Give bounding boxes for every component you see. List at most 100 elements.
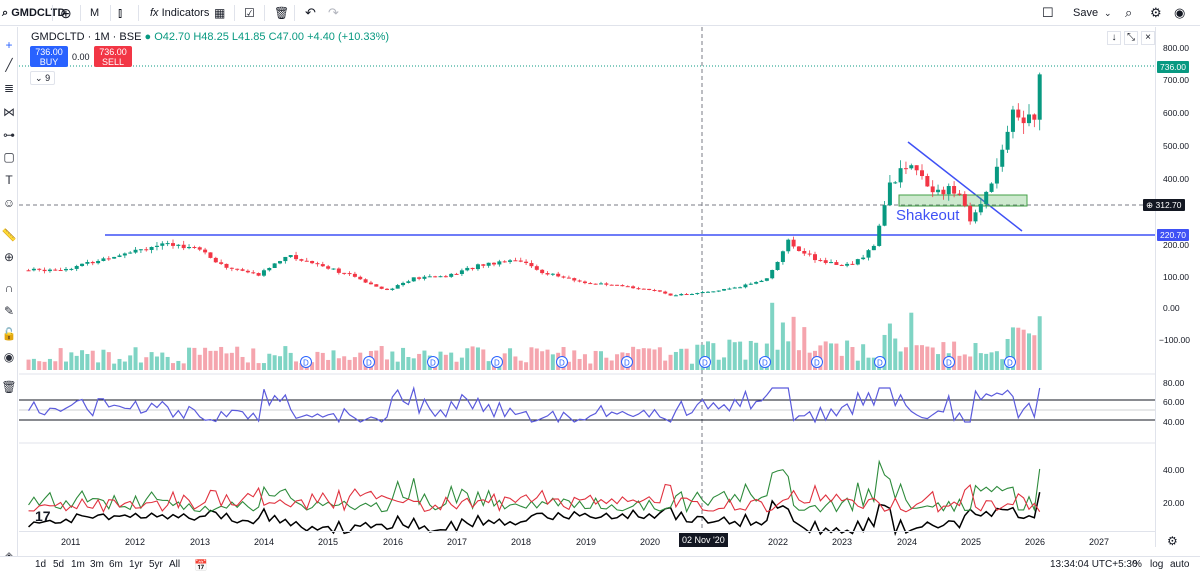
volume-bar	[181, 363, 186, 370]
remove-tool[interactable]: 🗑	[1, 379, 17, 395]
volume-bar	[973, 343, 978, 370]
layout-button[interactable]: ☐	[1042, 4, 1054, 22]
volume-bar	[1027, 333, 1031, 370]
quick-search-button[interactable]: ⌕	[1125, 4, 1132, 22]
candle-body	[459, 270, 464, 275]
fib-tool[interactable]: ≣	[1, 80, 17, 96]
range-1m[interactable]: 1m	[71, 559, 85, 570]
range-5yr[interactable]: 5yr	[149, 559, 163, 570]
trendline-tool[interactable]: ╱	[1, 57, 17, 73]
save-dropdown-button[interactable]: ⌄	[1104, 4, 1112, 22]
clock-label[interactable]: 13:34:04 UTC+5:30	[1050, 559, 1138, 570]
range-all[interactable]: All	[169, 559, 181, 570]
candle-body	[962, 194, 967, 206]
chart-pane[interactable]: D D D D D D D D D D D D Shakeout 17 ↓ ⤡ ×	[19, 27, 1155, 547]
indicators-button[interactable]: fx Indicators	[150, 4, 209, 22]
collapse-pane-button[interactable]: ⤡	[1124, 31, 1138, 45]
shakeout-label[interactable]: Shakeout	[896, 207, 960, 224]
candle-body	[663, 291, 668, 294]
candle-body	[1016, 109, 1021, 118]
range-1yr[interactable]: 1yr	[129, 559, 143, 570]
zoom-in-tool[interactable]: ⊕	[1, 249, 17, 265]
fib-icon: ≣	[3, 81, 15, 95]
buy-button[interactable]: 736.00 BUY	[30, 46, 68, 67]
dividend-marker-label: D	[814, 359, 820, 368]
log-toggle[interactable]: log	[1150, 559, 1164, 570]
candle-body	[497, 261, 502, 265]
volume-bar	[454, 361, 459, 370]
compare-symbol-button[interactable]: ⊕	[60, 4, 72, 22]
candle-body	[427, 276, 432, 278]
candle-body	[106, 258, 111, 260]
volume-bar	[310, 362, 315, 370]
trendline-drawing[interactable]	[907, 141, 1023, 232]
save-button[interactable]: Save	[1073, 7, 1099, 19]
volume-bar	[74, 355, 79, 370]
pattern-tool[interactable]: ⋈	[1, 104, 17, 120]
candle-body	[534, 266, 539, 270]
volume-bar	[320, 352, 325, 370]
lock-tool[interactable]: 🔓	[1, 326, 17, 342]
candle-body	[679, 294, 684, 296]
magnet-tool[interactable]: ∩	[1, 280, 17, 296]
close-pane-button[interactable]: ×	[1141, 31, 1155, 45]
shapes-icon: ▢	[3, 150, 15, 164]
templates-button[interactable]: ▦	[214, 4, 225, 22]
candle-body	[1032, 114, 1037, 120]
symbol-search-button[interactable]: ⌕ GMDCLTD	[2, 4, 65, 22]
candle-body	[406, 281, 411, 283]
alert-button[interactable]: ☑	[244, 4, 255, 22]
candle-body	[299, 259, 304, 261]
crosshair-tool[interactable]: +	[1, 37, 17, 53]
volume-bar	[1010, 327, 1015, 370]
candle-body	[26, 270, 31, 272]
emoji-tool[interactable]: ☺	[1, 195, 17, 211]
candle-body	[187, 246, 192, 249]
legend-title: GMDCLTD · 1M · BSE	[31, 31, 142, 43]
volume-bar	[112, 363, 117, 370]
checkbox-icon: ☑	[244, 6, 255, 20]
range-3m[interactable]: 3m	[90, 559, 104, 570]
candle-body	[861, 257, 866, 260]
prediction-tool[interactable]: ⊶	[1, 127, 17, 143]
time-axis[interactable]	[19, 531, 1155, 547]
candle-body	[866, 250, 871, 258]
volume-bar	[609, 360, 614, 370]
percent-toggle[interactable]: %	[1133, 559, 1142, 570]
delete-button[interactable]: 🗑	[274, 4, 289, 22]
rsi-tick: 40.00	[1163, 417, 1185, 427]
chart-type-button[interactable]: ⫾	[118, 4, 122, 22]
year-tick: 2018	[511, 537, 532, 547]
sell-button[interactable]: 736.00 SELL	[94, 46, 132, 67]
range-6m[interactable]: 6m	[109, 559, 123, 570]
volume-bar	[331, 350, 336, 370]
axis-settings-button[interactable]: ⚙	[1167, 534, 1178, 548]
auto-toggle[interactable]: auto	[1170, 559, 1190, 570]
draw-mode-tool[interactable]: ✎	[1, 303, 17, 319]
candle-body	[946, 186, 951, 195]
volume-bar	[197, 354, 202, 370]
interval-button[interactable]: M	[90, 7, 100, 19]
volume-bar	[936, 354, 941, 370]
range-5d[interactable]: 5d	[53, 559, 65, 570]
volume-bar	[898, 351, 903, 370]
shapes-tool[interactable]: ▢	[1, 149, 17, 165]
volume-bar	[508, 348, 513, 370]
ruler-tool[interactable]: 📏	[1, 227, 17, 243]
redo-button[interactable]: ↷	[328, 4, 339, 22]
candle-body	[984, 191, 989, 205]
volume-bar	[952, 341, 957, 370]
year-tick: 2012	[125, 537, 146, 547]
candle-body	[283, 256, 288, 262]
indicators-collapse-button[interactable]: ⌄ 9	[30, 71, 56, 85]
hide-tool[interactable]: ◉	[1, 349, 17, 365]
text-tool[interactable]: T	[1, 172, 17, 188]
settings-button[interactable]: ⚙	[1150, 4, 1162, 22]
snapshot-button[interactable]: ◉	[1174, 4, 1185, 22]
range-1d[interactable]: 1d	[35, 559, 47, 570]
volume-bar	[1000, 359, 1005, 370]
price-axis[interactable]	[1155, 27, 1200, 547]
scroll-down-button[interactable]: ↓	[1107, 31, 1121, 45]
undo-button[interactable]: ↶	[305, 4, 316, 22]
goto-date-button[interactable]: 📅	[194, 559, 208, 572]
